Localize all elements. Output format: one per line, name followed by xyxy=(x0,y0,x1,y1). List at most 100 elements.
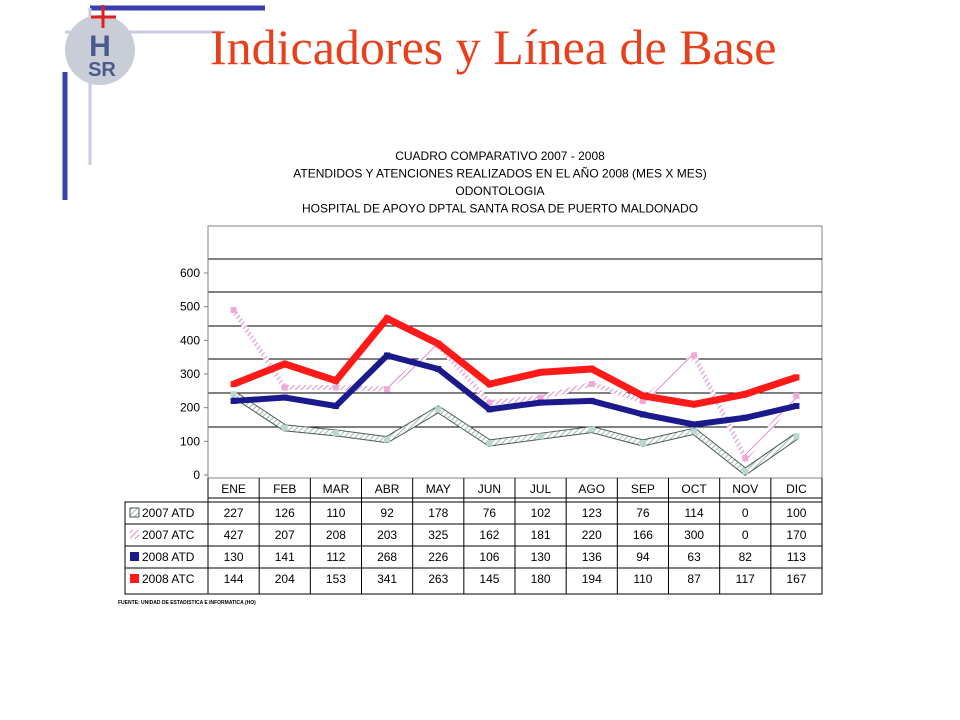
table-cell: 114 xyxy=(685,506,704,520)
table-cell: 263 xyxy=(428,572,448,586)
table-cell: 162 xyxy=(479,528,499,542)
table-cell: 102 xyxy=(531,506,551,520)
slide-title: Indicadores y Línea de Base xyxy=(210,19,777,75)
x-tick-label: FEB xyxy=(273,482,296,496)
chart-title-line: ATENDIDOS Y ATENCIONES REALIZADOS EN EL … xyxy=(293,167,706,181)
data-point xyxy=(537,369,544,376)
x-tick-label: SEP xyxy=(631,482,655,496)
y-tick-label: 100 xyxy=(180,434,200,448)
data-point xyxy=(691,428,698,435)
data-point xyxy=(742,414,749,421)
data-point xyxy=(588,381,595,388)
x-tick-label: DIC xyxy=(786,482,807,496)
table-cell: 123 xyxy=(582,506,602,520)
table-cell: 0 xyxy=(742,506,749,520)
table-cell: 180 xyxy=(531,572,551,586)
table-cell: 92 xyxy=(380,506,394,520)
table-cell: 341 xyxy=(377,572,397,586)
table-cell: 427 xyxy=(224,528,244,542)
chart-title-line: HOSPITAL DE APOYO DPTAL SANTA ROSA DE PU… xyxy=(302,202,698,216)
table-cell: 126 xyxy=(275,506,295,520)
table-cell: 76 xyxy=(483,506,497,520)
data-point xyxy=(588,397,595,404)
series-2008-atd xyxy=(230,352,800,428)
x-tick-label: ENE xyxy=(221,482,246,496)
data-point xyxy=(639,392,646,399)
series-2008-atc xyxy=(230,314,800,408)
data-point xyxy=(281,360,288,367)
x-tick-label: JUL xyxy=(530,482,552,496)
table-cell: 82 xyxy=(739,550,753,564)
table-cell: 227 xyxy=(224,506,244,520)
data-point xyxy=(537,399,544,406)
y-tick-label: 500 xyxy=(180,300,200,314)
data-point xyxy=(691,352,698,359)
table-cell: 178 xyxy=(428,506,448,520)
table-cell: 113 xyxy=(787,550,806,564)
table-cell: 87 xyxy=(687,572,701,586)
x-tick-label: ABR xyxy=(375,482,400,496)
table-cell: 0 xyxy=(742,528,749,542)
data-point xyxy=(793,374,800,381)
data-point xyxy=(588,365,595,372)
data-point xyxy=(435,406,442,413)
data-point xyxy=(384,386,391,393)
legend-key xyxy=(129,507,140,518)
table-cell: 153 xyxy=(326,572,346,586)
data-point xyxy=(691,401,698,408)
y-tick-label: 200 xyxy=(180,401,200,415)
data-point xyxy=(793,402,800,409)
data-point xyxy=(332,377,339,384)
table-cell: 204 xyxy=(275,572,295,586)
series-2007-atd xyxy=(230,391,800,476)
data-point xyxy=(384,352,391,359)
table-cell: 220 xyxy=(582,528,602,542)
table-cell: 208 xyxy=(326,528,346,542)
data-point xyxy=(537,433,544,440)
plot-area xyxy=(207,225,823,479)
data-point xyxy=(230,307,237,314)
legend-key xyxy=(130,574,139,583)
table-cell: 141 xyxy=(275,550,295,564)
table-cell: 325 xyxy=(428,528,448,542)
data-point xyxy=(384,436,391,443)
data-point xyxy=(230,381,237,388)
data-point xyxy=(332,384,339,391)
chart-title-line: CUADRO COMPARATIVO 2007 - 2008 xyxy=(395,149,605,163)
legend-key xyxy=(130,552,139,561)
data-point xyxy=(281,384,288,391)
table-cell: 300 xyxy=(684,528,704,542)
table-cell: 226 xyxy=(428,550,448,564)
series-line xyxy=(233,352,798,428)
data-point xyxy=(537,394,544,401)
table-cell: 207 xyxy=(275,528,295,542)
data-point xyxy=(435,365,442,372)
data-point xyxy=(742,391,749,398)
x-tick-label: AGO xyxy=(578,482,605,496)
table-cell: 106 xyxy=(479,550,499,564)
series-line xyxy=(232,392,798,475)
data-point xyxy=(639,411,646,418)
table-cell: 194 xyxy=(582,572,602,586)
table-cell: 203 xyxy=(377,528,397,542)
table-cell: 145 xyxy=(479,572,499,586)
data-point xyxy=(230,397,237,404)
data-point xyxy=(281,394,288,401)
x-tick-label: JUN xyxy=(478,482,501,496)
x-tick-label: MAR xyxy=(323,482,350,496)
data-point xyxy=(486,381,493,388)
data-table: ENE FEB MAR ABR MAY JUN JUL AGO SEP OCT NOV DIC 2007… xyxy=(124,478,823,595)
legend-label: 2008 ATD xyxy=(142,550,195,564)
data-point xyxy=(691,421,698,428)
series-line xyxy=(232,314,798,408)
chart-title: CUADRO COMPARATIVO 2007 - 2008 ATENDIDOS … xyxy=(293,149,706,216)
table-cell: 100 xyxy=(786,506,806,520)
y-tick-label: 300 xyxy=(180,367,200,381)
table-cell: 130 xyxy=(224,550,244,564)
data-point xyxy=(742,468,749,475)
table-cell: 181 xyxy=(531,528,551,542)
table-cell: 76 xyxy=(636,506,650,520)
data-point xyxy=(793,433,800,440)
data-point xyxy=(742,455,749,462)
